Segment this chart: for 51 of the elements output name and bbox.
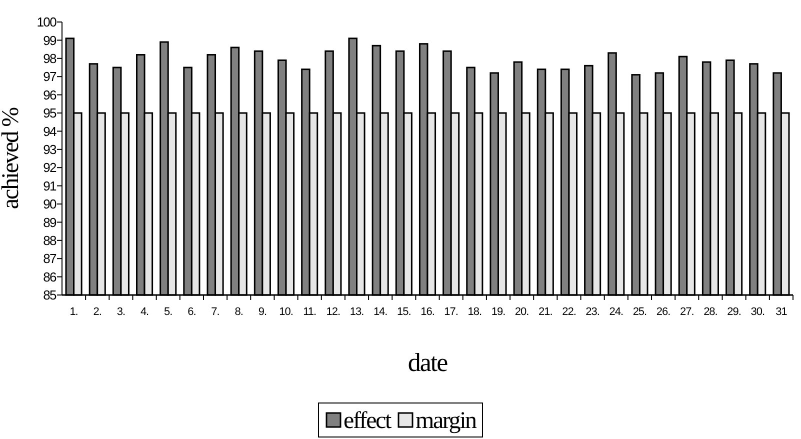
x-tick-label: 1. [70, 306, 78, 318]
x-tick-label: 4. [140, 306, 150, 318]
x-tick-label: 31 [776, 306, 788, 318]
y-tick-label: 93 [43, 142, 57, 157]
x-tick-label: 11. [303, 306, 317, 318]
y-tick-label: 92 [43, 160, 57, 176]
x-tick-label: 25. [632, 306, 648, 318]
x-tick-label: 2. [93, 306, 102, 318]
y-tick-label: 91 [43, 178, 57, 194]
y-tick-label: 88 [43, 232, 57, 248]
x-tick-label: 29. [727, 306, 742, 318]
y-tick-label: 94 [43, 124, 57, 139]
y-tick-label: 90 [43, 196, 57, 212]
x-tick-label: 5. [164, 306, 173, 318]
x-tick-label: 12. [326, 306, 341, 318]
y-tick-label: 85 [43, 288, 57, 303]
x-tick-label: 13. [350, 306, 364, 318]
x-tick-label: 23. [586, 306, 600, 318]
x-tick-label: 9. [258, 306, 267, 318]
y-axis-title: achieved % [0, 106, 24, 210]
y-tick-label: 89 [43, 214, 57, 230]
x-tick-label: 10. [279, 306, 294, 318]
x-tick-label: 21. [538, 306, 553, 318]
x-tick-label: 3. [116, 306, 126, 318]
x-tick-label: 7. [211, 306, 220, 318]
y-tick-label: 87 [43, 251, 57, 266]
y-tick-label: 95 [43, 106, 57, 121]
x-tick-label: 14. [373, 306, 388, 318]
x-tick-label: 30. [750, 306, 765, 318]
x-tick-label: 26. [656, 306, 671, 318]
y-tick-label: 86 [43, 269, 57, 284]
x-tick-label: 24. [609, 306, 624, 318]
y-tick-label: 99 [43, 32, 57, 48]
x-tick-label: 20. [514, 306, 530, 318]
legend-label: effect [344, 408, 392, 434]
x-tick-label: 6. [188, 306, 196, 318]
x-tick-label: 15. [397, 306, 412, 318]
y-tick-label: 96 [43, 87, 57, 102]
x-axis-title: date [408, 348, 448, 377]
x-tick-label: 19. [491, 306, 506, 318]
x-tick-label: 8. [234, 306, 244, 318]
legend-label: margin [416, 408, 478, 434]
x-tick-label: 16. [420, 306, 435, 318]
x-tick-label: 22. [562, 306, 576, 318]
x-tick-label: 17. [444, 306, 458, 318]
y-tick-label: 98 [43, 50, 57, 66]
y-tick-label: 100 [36, 14, 57, 30]
x-tick-label: 28. [704, 306, 718, 318]
x-tick-label: 18. [468, 306, 482, 318]
y-tick-label: 97 [43, 69, 57, 84]
x-tick-label: 27. [680, 306, 694, 318]
